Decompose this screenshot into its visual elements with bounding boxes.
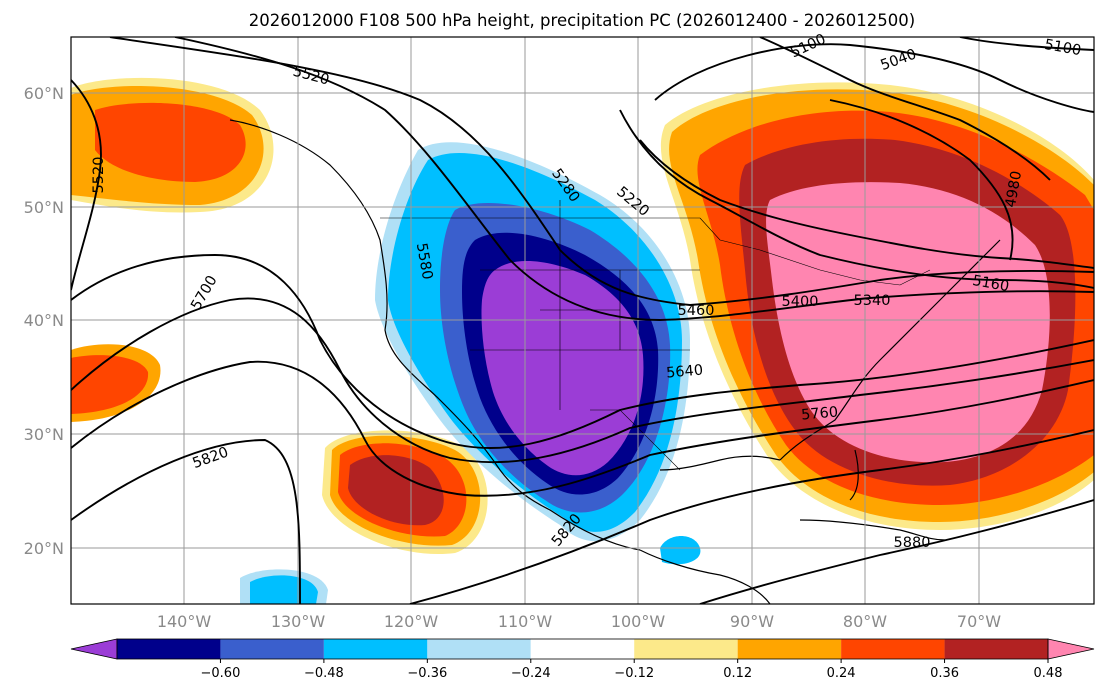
political-borders xyxy=(380,200,931,471)
positive-anomaly-gulf-of-alaska xyxy=(71,77,274,213)
latitude-labels: 60°N 50°N 40°N 30°N 20°N xyxy=(24,84,64,558)
colorbar-tick-label: −0.12 xyxy=(614,666,654,681)
colorbar-extend-low xyxy=(70,638,118,660)
colorbar-tick-label: 0.48 xyxy=(1034,666,1063,681)
colorbar-frame xyxy=(116,638,1049,660)
colorbar-tick-label: 0.36 xyxy=(930,666,959,681)
colorbar-cell xyxy=(323,639,428,659)
colorbar-tick-label: 0.24 xyxy=(827,666,856,681)
contour-label: 5340 xyxy=(854,293,891,309)
map-panel: 5520 5520 5580 5280 5220 5700 5460 5640 … xyxy=(70,31,1095,605)
contour-label: 4980 xyxy=(1003,170,1025,209)
positive-anomaly-baja xyxy=(322,430,488,555)
figure-title: 2026012000 F108 500 hPa height, precipit… xyxy=(249,11,915,30)
lat-label: 20°N xyxy=(24,539,64,558)
colorbar-extend-high xyxy=(1047,638,1095,660)
colorbar-cell xyxy=(737,639,842,659)
lat-label: 30°N xyxy=(24,425,64,444)
lon-label: 90°W xyxy=(730,612,774,631)
longitude-labels: 140°W 130°W 120°W 110°W 100°W 90°W 80°W … xyxy=(157,612,1001,631)
lat-label: 60°N xyxy=(24,84,64,103)
contour-label: 5460 xyxy=(678,303,715,319)
colorbar-tick-label: −0.48 xyxy=(304,666,344,681)
contour-label: 5640 xyxy=(666,362,704,381)
lon-label: 70°W xyxy=(957,612,1001,631)
colorbar-cell xyxy=(841,639,945,659)
colorbar-tick-label: −0.24 xyxy=(511,666,551,681)
colorbar-cell xyxy=(117,639,221,659)
contour-label: 5580 xyxy=(413,242,435,281)
map-frame xyxy=(70,36,1095,605)
colorbar-cell xyxy=(220,639,324,659)
lat-label: 50°N xyxy=(24,198,64,217)
contour-label: 5100 xyxy=(1043,37,1082,59)
lon-label: 110°W xyxy=(498,612,553,631)
colorbar-cell xyxy=(530,639,635,659)
colorbar-tick-label: −0.36 xyxy=(407,666,447,681)
lat-label: 40°N xyxy=(24,311,64,330)
colorbar-tick-label: 0.12 xyxy=(723,666,752,681)
height-contours xyxy=(71,37,1094,604)
colorbar-cell xyxy=(427,639,531,659)
colorbar-cell xyxy=(634,639,738,659)
contour-label: 5400 xyxy=(782,294,819,310)
colorbar: −0.60 −0.48 −0.36 −0.24 −0.12 0.12 0.24 0.36 0.4… xyxy=(70,638,1095,681)
negative-anomaly-gulf xyxy=(660,536,701,565)
negative-anomaly-western-us xyxy=(375,142,690,542)
lon-label: 80°W xyxy=(843,612,887,631)
negative-anomaly-pacific-south xyxy=(240,569,328,604)
colorbar-tick-label: −0.60 xyxy=(201,666,241,681)
contour-label: 5520 xyxy=(91,157,107,194)
lon-label: 100°W xyxy=(611,612,666,631)
contour-label: 5760 xyxy=(801,404,839,423)
colorbar-cell xyxy=(944,639,1048,659)
lon-label: 130°W xyxy=(271,612,326,631)
contour-label: 5160 xyxy=(971,273,1010,295)
lon-label: 120°W xyxy=(384,612,439,631)
lon-label: 140°W xyxy=(157,612,212,631)
contour-label: 5880 xyxy=(894,535,931,551)
